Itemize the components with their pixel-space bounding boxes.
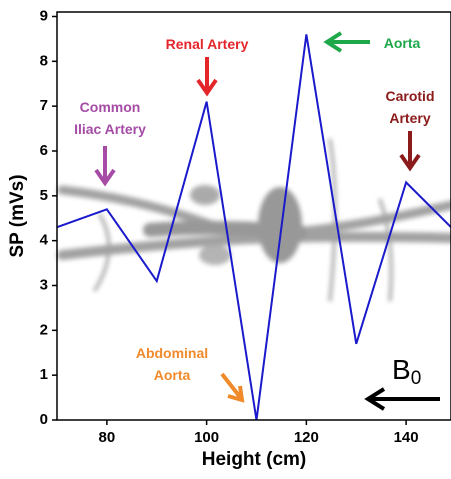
arrows bbox=[94, 31, 440, 411]
plot-frame bbox=[56, 11, 451, 421]
y-tick-label: 6 bbox=[40, 142, 48, 159]
x-axis-label: Height (cm) bbox=[202, 449, 307, 470]
x-tick-label: 120 bbox=[294, 429, 319, 446]
y-tick-label: 1 bbox=[40, 366, 48, 383]
x-tick-label: 80 bbox=[99, 429, 116, 446]
y-tick-label: 2 bbox=[40, 321, 48, 338]
annotation: Renal Artery bbox=[166, 36, 249, 52]
annotation-line: Aorta bbox=[154, 367, 191, 383]
y-tick-label: 9 bbox=[40, 7, 48, 24]
angiography-background bbox=[57, 138, 451, 302]
y-axis-label: SP (mVs) bbox=[7, 174, 28, 257]
annotation-line: Abdominal bbox=[136, 345, 208, 361]
x-tick-label: 100 bbox=[194, 429, 219, 446]
field-subscript: 0 bbox=[411, 368, 422, 389]
annotation-line: Renal Artery bbox=[166, 36, 249, 52]
annotation-line: Aorta bbox=[384, 35, 421, 51]
field-label: B0 bbox=[392, 354, 421, 389]
y-tick-label: 4 bbox=[40, 232, 49, 249]
annotation: Common Iliac Artery bbox=[74, 99, 146, 137]
annotation: Abdominal Aorta bbox=[136, 345, 208, 383]
y-tick-label: 5 bbox=[40, 187, 48, 204]
annotation-line: Artery bbox=[389, 110, 430, 126]
y-tick-label: 8 bbox=[40, 52, 48, 69]
x-tick-label: 140 bbox=[394, 429, 419, 446]
annotation-line: Common bbox=[80, 99, 141, 115]
annotation: Aorta bbox=[384, 35, 421, 51]
annotation-line: Carotid bbox=[386, 88, 435, 104]
y-tick-label: 0 bbox=[40, 411, 48, 428]
field-symbol: B bbox=[392, 354, 411, 385]
y-tick-label: 3 bbox=[40, 276, 48, 293]
annotation: Carotid Artery bbox=[386, 88, 435, 126]
y-tick-label: 7 bbox=[40, 97, 48, 114]
annotation-line: Iliac Artery bbox=[74, 121, 146, 137]
